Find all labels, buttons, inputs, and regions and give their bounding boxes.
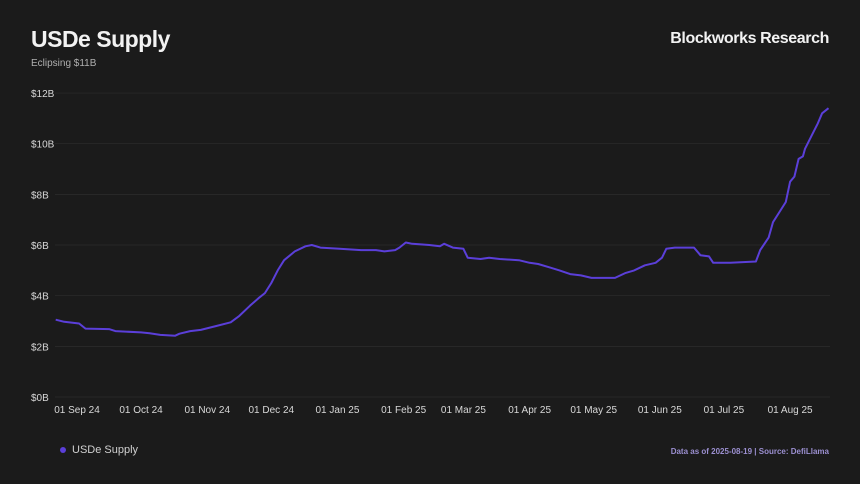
x-tick-label: 01 Mar 25	[441, 405, 486, 416]
y-tick-label: $2B	[31, 342, 49, 353]
legend-label: USDe Supply	[72, 444, 139, 456]
brand-logo: Blockworks Research	[670, 30, 829, 47]
source-note: Data as of 2025-08-19 | Source: DefiLlam…	[670, 447, 829, 456]
x-tick-label: 01 Nov 24	[184, 405, 230, 416]
x-tick-label: 01 Apr 25	[508, 405, 551, 416]
x-tick-label: 01 Jun 25	[638, 405, 682, 416]
x-tick-label: 01 Oct 24	[119, 405, 163, 416]
chart-title: USDe Supply	[31, 26, 170, 52]
x-tick-label: 01 May 25	[570, 405, 617, 416]
x-tick-label: 01 Jan 25	[316, 405, 360, 416]
y-tick-label: $12B	[31, 89, 55, 100]
y-tick-label: $8B	[31, 190, 49, 201]
chart-subtitle: Eclipsing $11B	[31, 58, 97, 69]
x-tick-label: 01 Dec 24	[248, 405, 294, 416]
legend: USDe Supply	[60, 444, 138, 456]
x-tick-label: 01 Feb 25	[381, 405, 426, 416]
x-tick-label: 01 Jul 25	[704, 405, 745, 416]
x-tick-label: 01 Aug 25	[768, 405, 813, 416]
series-line-usde-supply	[55, 107, 830, 337]
y-tick-label: $4B	[31, 292, 49, 303]
y-tick-label: $10B	[31, 140, 55, 151]
legend-swatch	[60, 447, 66, 453]
y-tick-label: $0B	[31, 393, 49, 404]
y-tick-label: $6B	[31, 241, 49, 252]
x-tick-label: 01 Sep 24	[54, 405, 100, 416]
